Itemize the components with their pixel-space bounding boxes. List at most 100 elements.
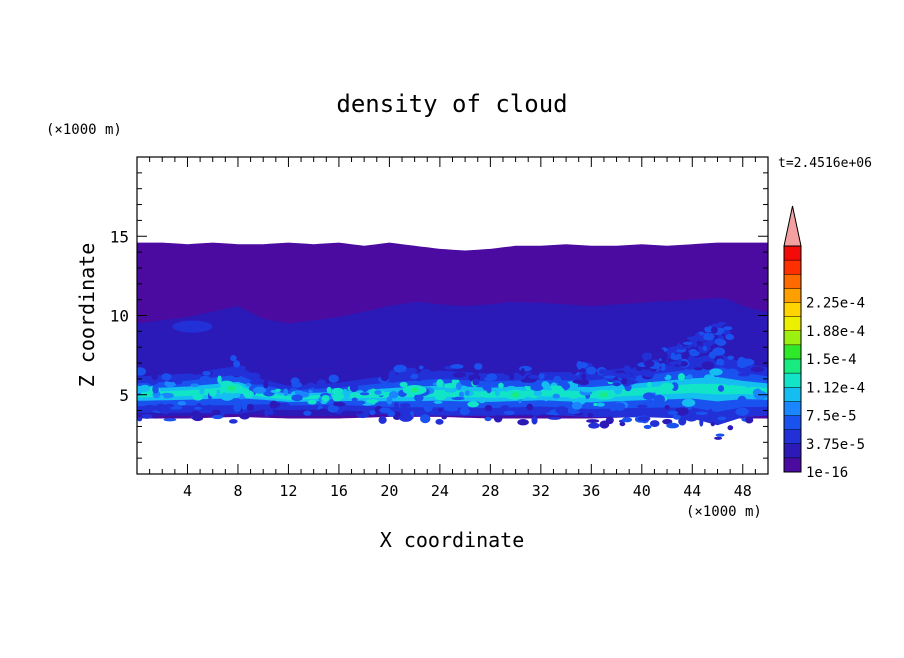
texture-cell <box>736 359 749 364</box>
density-hotspot-peak <box>410 387 419 393</box>
texture-cell <box>699 418 704 427</box>
texture-cell <box>397 371 412 379</box>
texture-cell <box>530 383 544 391</box>
texture-cell <box>294 390 302 395</box>
colorbar-segment <box>784 401 801 416</box>
texture-cell <box>368 388 378 398</box>
texture-cell <box>599 420 610 429</box>
texture-cell <box>290 377 300 386</box>
plume-cell <box>675 346 686 350</box>
texture-cell <box>570 365 579 375</box>
texture-cell <box>735 407 749 416</box>
texture-cell <box>386 396 393 405</box>
colorbar-segment <box>784 330 801 346</box>
texture-cell <box>387 374 399 383</box>
texture-cell <box>268 409 274 416</box>
texture-cell <box>435 418 444 425</box>
texture-cell <box>745 416 754 424</box>
texture-cell <box>520 407 528 412</box>
plume-cell <box>704 334 713 339</box>
plume-cell <box>689 348 698 354</box>
texture-cell <box>230 355 237 362</box>
texture-cell <box>253 386 267 394</box>
texture-cell <box>349 405 355 411</box>
texture-cell <box>531 411 541 416</box>
plume-cell <box>643 360 655 368</box>
texture-cell <box>621 417 633 423</box>
texture-cell <box>596 402 605 407</box>
texture-cell <box>211 414 223 420</box>
plume-cell <box>622 373 633 379</box>
texture-cell <box>664 405 670 410</box>
texture-cell <box>393 402 400 410</box>
texture-cell <box>550 385 563 389</box>
texture-cell <box>246 403 255 412</box>
texture-cell <box>710 422 715 427</box>
colorbar-segment <box>784 429 801 445</box>
x-tick-label: 40 <box>633 482 651 500</box>
texture-cell <box>715 358 725 367</box>
colorbar-label: 1.12e-4 <box>806 380 865 396</box>
plume-cell <box>687 336 692 340</box>
texture-cell <box>581 373 587 381</box>
texture-cell <box>750 366 765 373</box>
colorbar-segment <box>784 457 801 473</box>
plume-cell <box>704 326 710 332</box>
colorbar-label: 1e-16 <box>806 465 848 481</box>
texture-cell <box>241 402 248 410</box>
texture-cell <box>653 377 660 382</box>
texture-cell <box>263 380 269 389</box>
colorbar-segment <box>784 415 801 431</box>
texture-cell <box>737 395 747 405</box>
texture-cell <box>441 415 447 420</box>
texture-cell <box>452 393 457 398</box>
texture-cell <box>153 412 158 419</box>
x-axis-ticks: 4 8 12 16 20 24 28 32 36 40 44 48 <box>149 157 756 500</box>
texture-cell <box>645 387 657 393</box>
texture-cell <box>233 403 242 413</box>
texture-cell <box>580 388 594 393</box>
texture-cell <box>369 372 382 378</box>
texture-cell <box>379 407 391 413</box>
texture-cell <box>727 355 734 360</box>
texture-cell <box>307 399 317 405</box>
texture-cell <box>413 393 424 402</box>
colorbar-segment <box>784 344 801 360</box>
colorbar: 1e-16 3.75e-5 7.5e-5 1.12e-4 1.5e-4 1.88e-4 2.… <box>783 205 865 481</box>
texture-cell <box>192 415 204 422</box>
texture-cell <box>269 400 278 409</box>
x-axis-label: X coordinate <box>380 528 525 552</box>
texture-cell <box>380 374 389 382</box>
texture-cell <box>637 416 651 422</box>
texture-cell <box>708 351 717 359</box>
texture-cell <box>151 373 159 381</box>
texture-cell <box>593 402 598 407</box>
texture-cell <box>655 390 661 395</box>
texture-cell <box>279 402 291 410</box>
texture-cell <box>675 407 689 412</box>
texture-cell <box>393 364 408 373</box>
texture-cell <box>217 375 222 384</box>
colorbar-segment <box>784 443 801 459</box>
texture-cell <box>708 408 713 418</box>
colorbar-segment <box>784 316 801 332</box>
texture-cell <box>399 413 413 422</box>
texture-cell <box>190 383 199 388</box>
texture-cell <box>586 419 600 423</box>
x-tick-label: 8 <box>233 482 242 500</box>
texture-cell <box>452 372 466 378</box>
texture-cell <box>233 392 241 399</box>
texture-cell <box>410 373 419 380</box>
chart-title: density of cloud <box>336 90 567 118</box>
texture-cell <box>709 368 723 376</box>
plume-cell <box>633 371 640 376</box>
texture-cell <box>351 397 358 403</box>
y-axis-ticks: 5 10 15 <box>110 172 768 459</box>
x-tick-label: 32 <box>532 482 550 500</box>
plume-cell <box>682 341 693 346</box>
texture-cell <box>715 433 725 437</box>
texture-cell <box>350 392 360 396</box>
x-tick-label: 44 <box>683 482 701 500</box>
texture-cell <box>137 416 143 422</box>
texture-cell <box>666 422 680 429</box>
